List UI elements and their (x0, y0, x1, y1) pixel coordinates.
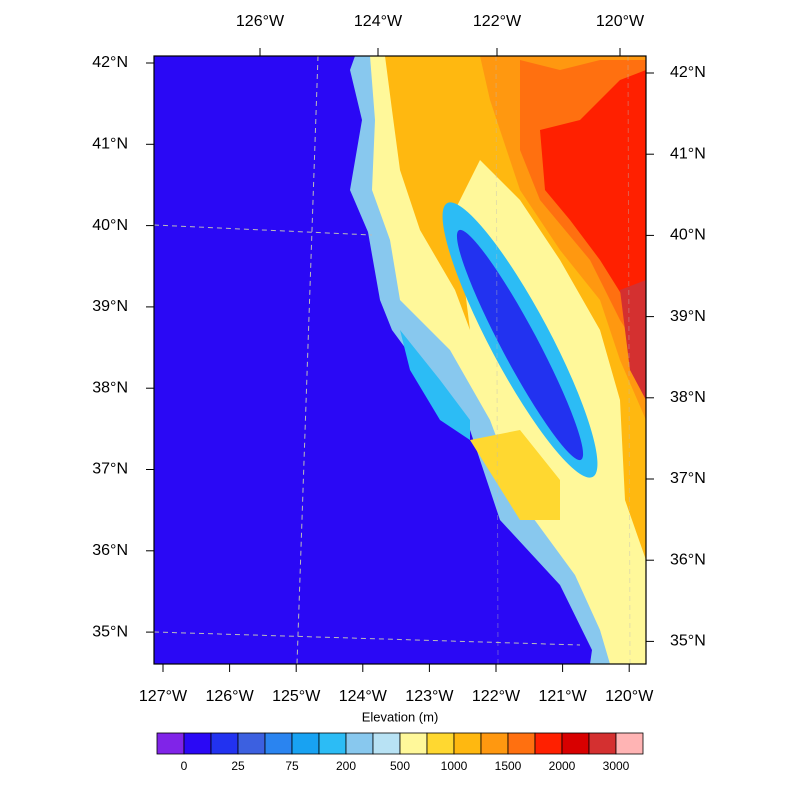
left-tick-label: 39°N (92, 298, 128, 315)
left-tick-label: 35°N (92, 623, 128, 640)
right-tick-label: 40°N (670, 227, 706, 244)
colorbar-box (399, 732, 428, 755)
left-tick-label: 36°N (92, 542, 128, 559)
left-tick-label: 38°N (92, 379, 128, 396)
colorbar-box (318, 732, 347, 755)
colorbar-box (372, 732, 401, 755)
colorbar-box (210, 732, 239, 755)
left-tick-label: 41°N (92, 136, 128, 153)
right-tick-label: 39°N (670, 308, 706, 325)
colorbar-box (291, 732, 320, 755)
right-tick-label: 37°N (670, 470, 706, 487)
left-tick-label: 40°N (92, 217, 128, 234)
right-tick-label: 36°N (670, 551, 706, 568)
colorbar-box (345, 732, 374, 755)
bottom-tick-label: 125°W (272, 688, 321, 705)
colorbar-box (561, 732, 590, 755)
bottom-tick-label: 124°W (339, 688, 388, 705)
map-frame (153, 55, 647, 665)
colorbar-box (480, 732, 509, 755)
bottom-tick-label: 122°W (472, 688, 521, 705)
colorbar-box (453, 732, 482, 755)
bottom-tick-label: 121°W (538, 688, 587, 705)
top-tick-label: 120°W (596, 13, 645, 30)
colorbar-box (156, 732, 185, 755)
top-tick-label: 124°W (354, 13, 403, 30)
colorbar-title: Elevation (m) (362, 709, 439, 724)
colorbar-box (264, 732, 293, 755)
bottom-tick-label: 127°W (139, 688, 188, 705)
colorbar-box (507, 732, 536, 755)
right-tick-label: 38°N (670, 389, 706, 406)
right-tick-label: 41°N (670, 145, 706, 162)
colorbar-label: 2000 (549, 759, 576, 773)
top-tick-label: 122°W (473, 13, 522, 30)
left-tick-label: 42°N (92, 54, 128, 71)
right-tick-label: 35°N (670, 633, 706, 650)
colorbar-box (588, 732, 617, 755)
colorbar-label: 3000 (603, 759, 630, 773)
colorbar-label: 1000 (441, 759, 468, 773)
colorbar-label: 0 (181, 759, 188, 773)
colorbar-box (426, 732, 455, 755)
colorbar-box (534, 732, 563, 755)
colorbar-label: 500 (390, 759, 410, 773)
elevation-field (154, 56, 646, 664)
colorbar-label: 1500 (495, 759, 522, 773)
colorbar-box (237, 732, 266, 755)
bottom-tick-label: 126°W (205, 688, 254, 705)
left-tick-label: 37°N (92, 461, 128, 478)
colorbar-label: 75 (285, 759, 299, 773)
colorbar-box (183, 732, 212, 755)
bottom-tick-label: 120°W (605, 688, 654, 705)
colorbar-label: 200 (336, 759, 356, 773)
top-tick-label: 126°W (236, 13, 285, 30)
right-tick-label: 42°N (670, 64, 706, 81)
colorbar-label: 25 (231, 759, 245, 773)
bottom-tick-label: 123°W (405, 688, 454, 705)
colorbar-box (615, 732, 644, 755)
